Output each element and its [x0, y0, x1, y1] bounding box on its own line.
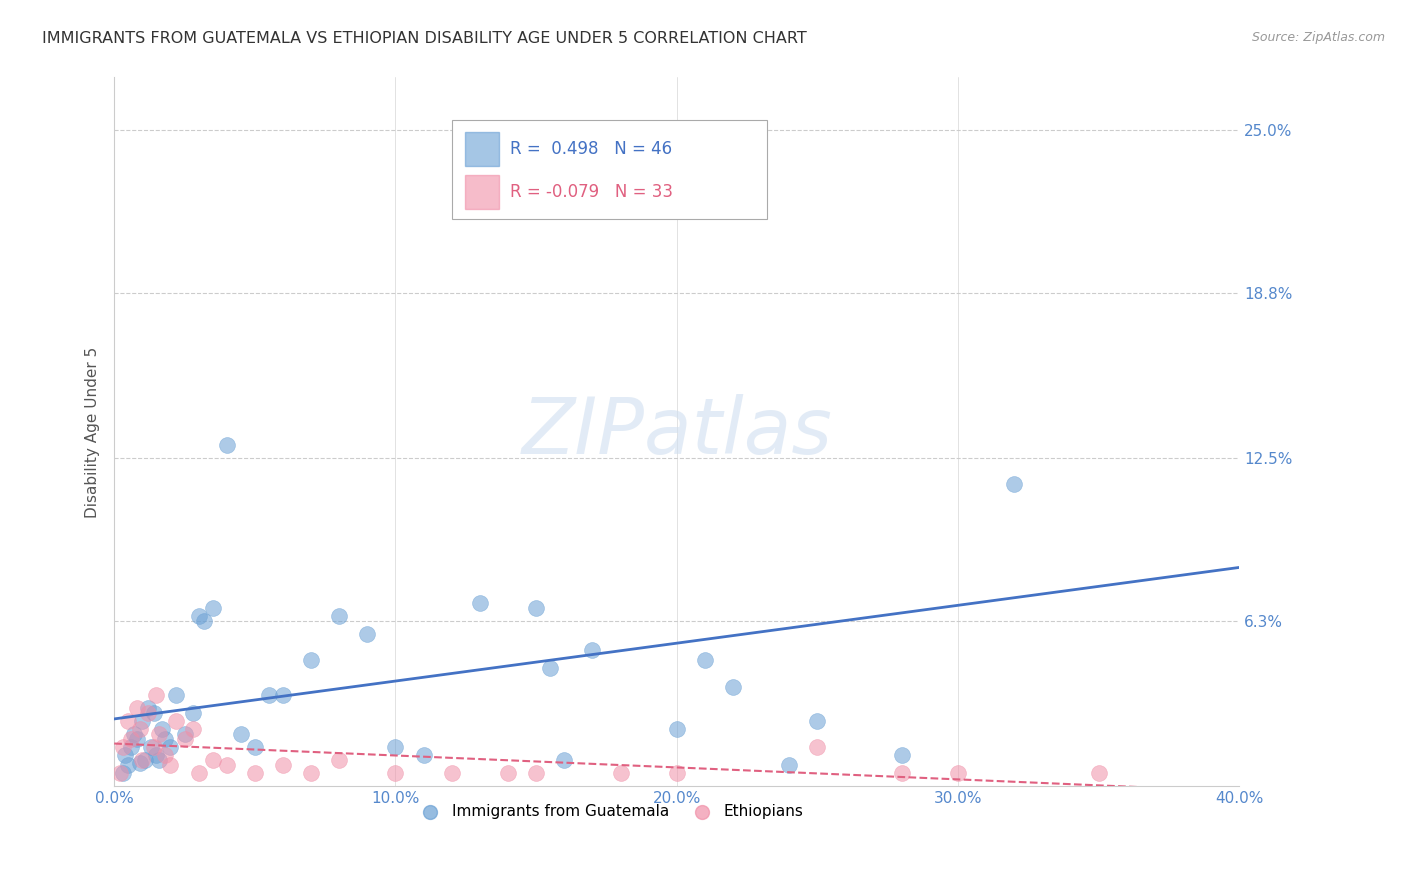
Point — [299, 653, 322, 667]
Point — [193, 614, 215, 628]
Point — [128, 722, 150, 736]
Point — [946, 766, 969, 780]
Point — [243, 766, 266, 780]
Point — [114, 747, 136, 762]
Point — [412, 747, 434, 762]
Point — [524, 766, 547, 780]
Point — [665, 766, 688, 780]
Point — [806, 740, 828, 755]
Point — [159, 758, 181, 772]
Point — [693, 653, 716, 667]
Point — [165, 688, 187, 702]
Point — [201, 601, 224, 615]
Point — [187, 766, 209, 780]
Point — [215, 438, 238, 452]
Point — [665, 722, 688, 736]
Point — [181, 706, 204, 720]
Point — [173, 732, 195, 747]
Legend: Immigrants from Guatemala, Ethiopians: Immigrants from Guatemala, Ethiopians — [409, 797, 810, 825]
Point — [257, 688, 280, 702]
Point — [159, 740, 181, 755]
Point — [148, 727, 170, 741]
Point — [243, 740, 266, 755]
Point — [111, 740, 134, 755]
Point — [125, 732, 148, 747]
Point — [128, 756, 150, 770]
Point — [356, 627, 378, 641]
Point — [153, 747, 176, 762]
Point — [145, 688, 167, 702]
Point — [134, 753, 156, 767]
Text: R =  0.498   N = 46: R = 0.498 N = 46 — [510, 140, 672, 158]
Point — [440, 766, 463, 780]
FancyBboxPatch shape — [451, 120, 766, 219]
Point — [108, 766, 131, 780]
Point — [142, 706, 165, 720]
Point — [111, 766, 134, 780]
Point — [136, 706, 159, 720]
Point — [229, 727, 252, 741]
Point — [142, 740, 165, 755]
Point — [721, 680, 744, 694]
Point — [148, 753, 170, 767]
Point — [609, 766, 631, 780]
Point — [581, 643, 603, 657]
Point — [468, 596, 491, 610]
Point — [384, 766, 406, 780]
Text: Source: ZipAtlas.com: Source: ZipAtlas.com — [1251, 31, 1385, 45]
Point — [165, 714, 187, 728]
Point — [120, 732, 142, 747]
Point — [201, 753, 224, 767]
Text: ZIPatlas: ZIPatlas — [522, 394, 832, 470]
Point — [328, 608, 350, 623]
Point — [131, 753, 153, 767]
FancyBboxPatch shape — [465, 132, 499, 166]
Point — [271, 758, 294, 772]
Point — [122, 727, 145, 741]
Text: R = -0.079   N = 33: R = -0.079 N = 33 — [510, 183, 673, 201]
Point — [553, 753, 575, 767]
Point — [778, 758, 800, 772]
Point — [173, 727, 195, 741]
Point — [271, 688, 294, 702]
Point — [117, 758, 139, 772]
Text: IMMIGRANTS FROM GUATEMALA VS ETHIOPIAN DISABILITY AGE UNDER 5 CORRELATION CHART: IMMIGRANTS FROM GUATEMALA VS ETHIOPIAN D… — [42, 31, 807, 46]
Point — [524, 601, 547, 615]
Point — [1002, 477, 1025, 491]
Point — [187, 608, 209, 623]
Point — [117, 714, 139, 728]
Point — [806, 714, 828, 728]
Point — [890, 747, 912, 762]
Point — [181, 722, 204, 736]
Point — [131, 714, 153, 728]
Point — [890, 766, 912, 780]
Point — [384, 740, 406, 755]
Point — [139, 740, 162, 755]
Point — [496, 766, 519, 780]
Point — [1087, 766, 1109, 780]
Point — [153, 732, 176, 747]
Point — [145, 747, 167, 762]
Point — [125, 700, 148, 714]
Point — [328, 753, 350, 767]
Point — [637, 188, 659, 202]
Point — [136, 700, 159, 714]
Point — [120, 740, 142, 755]
Y-axis label: Disability Age Under 5: Disability Age Under 5 — [86, 346, 100, 517]
FancyBboxPatch shape — [465, 175, 499, 209]
Point — [299, 766, 322, 780]
Point — [150, 722, 173, 736]
Point — [538, 661, 561, 675]
Point — [215, 758, 238, 772]
